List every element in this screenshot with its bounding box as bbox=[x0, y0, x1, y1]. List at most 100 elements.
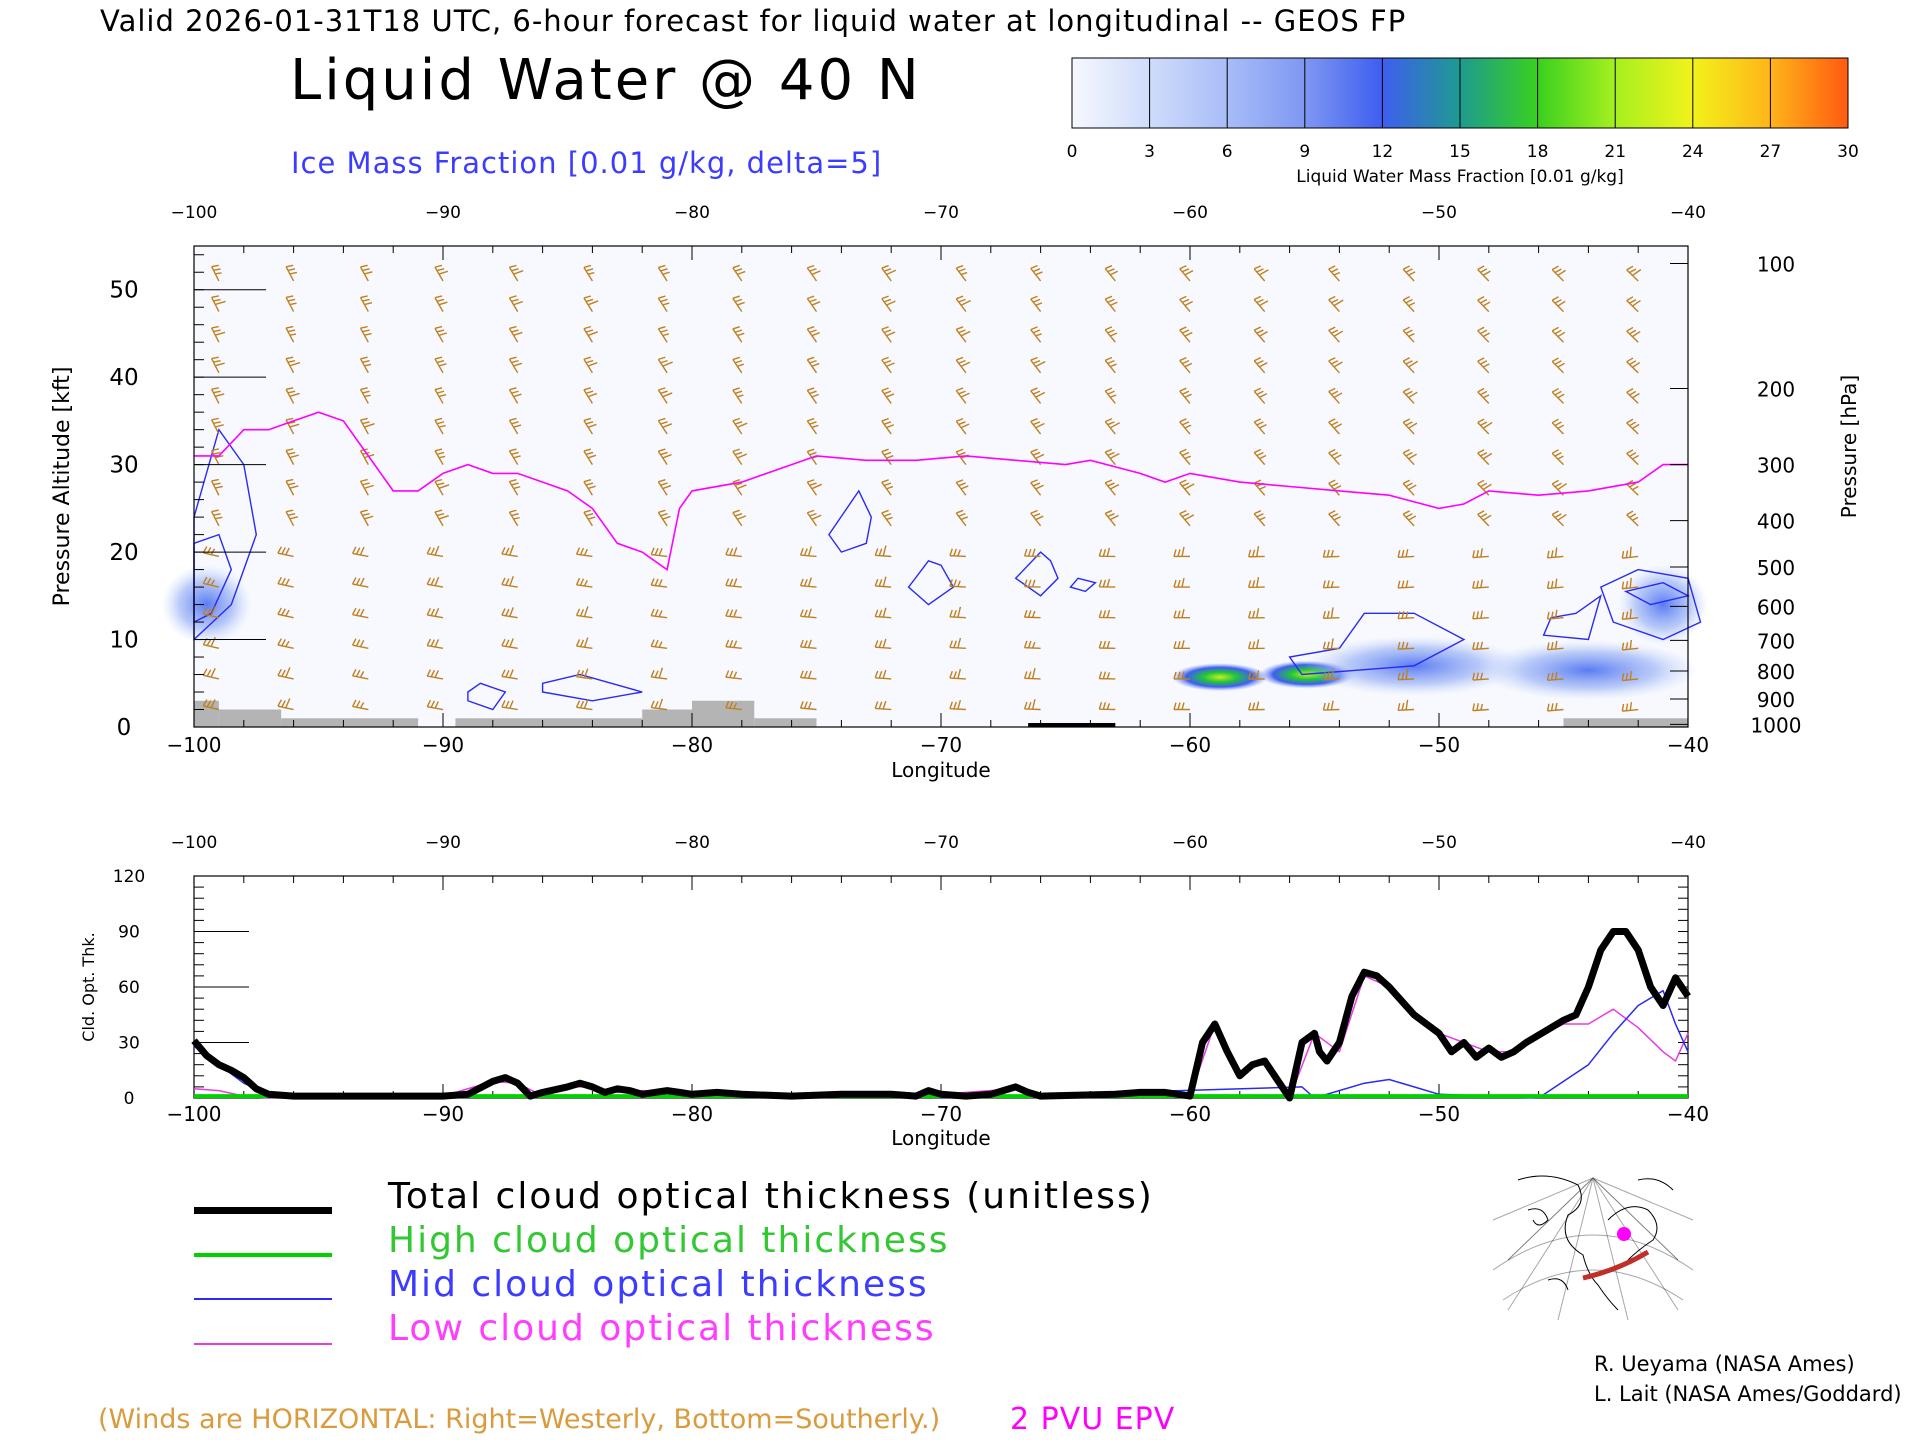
otc-x-top-tick-label: −50 bbox=[1421, 833, 1457, 853]
wind-barb bbox=[949, 700, 966, 711]
wind-barb bbox=[501, 544, 518, 558]
wind-barb-stroke bbox=[1397, 699, 1415, 712]
x-tick-label: −100 bbox=[167, 733, 222, 757]
wind-barb-stroke bbox=[1402, 357, 1419, 374]
wind-barb bbox=[1546, 702, 1564, 712]
wind-barb-stroke bbox=[426, 545, 444, 558]
legend-text-low: Low cloud optical thickness bbox=[388, 1308, 936, 1349]
wind-barb bbox=[1621, 546, 1639, 559]
wind-barb-stroke bbox=[575, 606, 593, 619]
wind-barb bbox=[1621, 577, 1639, 590]
wind-barb bbox=[1104, 509, 1119, 527]
wind-barb bbox=[881, 417, 894, 435]
wind-barb bbox=[359, 478, 374, 496]
wind-barb bbox=[1551, 479, 1568, 496]
wind-barb bbox=[1098, 547, 1116, 558]
otc-y-tick-label: 0 bbox=[124, 1089, 135, 1109]
wind-barb-stroke bbox=[1098, 640, 1116, 649]
wind-barb bbox=[351, 699, 369, 711]
wind-barb bbox=[1477, 510, 1492, 527]
wind-barb bbox=[1621, 608, 1639, 621]
x-axis-label: Longitude bbox=[891, 758, 990, 782]
wind-barb bbox=[359, 325, 372, 343]
wind-barb-stroke bbox=[1098, 547, 1116, 558]
terrain-block bbox=[1563, 718, 1688, 727]
otc-x-top-tick-label: −90 bbox=[425, 833, 461, 853]
wind-barb-stroke bbox=[508, 356, 523, 374]
wind-barb bbox=[1030, 479, 1044, 496]
wind-barb-stroke bbox=[285, 387, 300, 404]
wind-barb-stroke bbox=[1546, 671, 1564, 681]
liquid-water-cell bbox=[161, 564, 252, 645]
wind-barb-stroke bbox=[657, 325, 670, 343]
wind-barb-stroke bbox=[1248, 608, 1265, 619]
wind-barb-stroke bbox=[508, 478, 521, 496]
y-tick-label: 20 bbox=[109, 540, 138, 566]
wind-barb bbox=[202, 636, 220, 649]
wind-barb-stroke bbox=[426, 607, 444, 619]
wind-barb bbox=[1626, 388, 1640, 404]
wind-barb-stroke bbox=[1397, 668, 1415, 681]
wind-barb bbox=[285, 417, 300, 435]
wind-barb-stroke bbox=[1397, 641, 1415, 650]
wind-barb bbox=[575, 547, 593, 558]
wind-barb bbox=[650, 547, 668, 558]
pvu-label: 2 PVU EPV bbox=[1010, 1402, 1176, 1437]
wind-barb bbox=[501, 576, 518, 588]
wind-barb bbox=[732, 387, 744, 404]
wind-barb bbox=[1477, 479, 1492, 496]
x-top-tick-label: −50 bbox=[1421, 203, 1457, 223]
wind-barb-stroke bbox=[1104, 326, 1118, 343]
wind-barb-stroke bbox=[351, 546, 369, 558]
wind-barb bbox=[508, 295, 523, 312]
wind-barb-stroke bbox=[1626, 296, 1641, 313]
wind-barb-stroke bbox=[1477, 449, 1493, 466]
wind-barb bbox=[874, 700, 892, 711]
wind-barb bbox=[426, 638, 444, 649]
ice-contour bbox=[467, 682, 507, 711]
y-tick-label: 50 bbox=[109, 278, 138, 304]
wind-barb-stroke bbox=[575, 547, 593, 558]
wind-barb bbox=[799, 546, 817, 558]
wind-barb-stroke bbox=[277, 546, 294, 558]
terrain-black-bar bbox=[1028, 723, 1116, 727]
wind-barb-stroke bbox=[575, 637, 593, 649]
wind-barb-stroke bbox=[881, 264, 897, 282]
wind-barb bbox=[1322, 669, 1340, 681]
wind-barb-stroke bbox=[1104, 509, 1119, 527]
wind-barb-stroke bbox=[202, 605, 220, 619]
wind-barb bbox=[725, 547, 742, 558]
wind-barb bbox=[1248, 545, 1265, 558]
wind-barb-stroke bbox=[1023, 699, 1041, 711]
wind-barb bbox=[799, 670, 817, 680]
wind-barb-stroke bbox=[650, 547, 668, 558]
wind-barb-stroke bbox=[799, 670, 817, 680]
liquid-water-cross-section: −100 −100 −90 −90 −80 −80 −70 −70 −60 −60 −50 −50 −4… bbox=[50, 203, 1861, 782]
wind-barb bbox=[1397, 699, 1415, 712]
wind-barb-stroke bbox=[583, 356, 598, 374]
wind-barb bbox=[1551, 357, 1565, 374]
wind-barb bbox=[351, 669, 369, 680]
wind-barb bbox=[1322, 607, 1340, 619]
wind-barb bbox=[1104, 448, 1120, 466]
wind-barb bbox=[583, 448, 597, 466]
wind-barb-stroke bbox=[874, 700, 892, 711]
wind-barb bbox=[508, 478, 521, 496]
wind-barb-stroke bbox=[211, 509, 223, 527]
wind-barb-stroke bbox=[351, 638, 369, 649]
wind-barb bbox=[732, 326, 745, 343]
wind-barb bbox=[725, 608, 742, 619]
wind-barb-stroke bbox=[1328, 326, 1344, 343]
wind-barb-stroke bbox=[1322, 669, 1340, 681]
y-tick-label: 0 bbox=[117, 715, 132, 741]
otc-x-tick-label: −40 bbox=[1667, 1102, 1709, 1126]
wind-barb-stroke bbox=[1551, 418, 1565, 435]
wind-barb-stroke bbox=[501, 669, 518, 680]
wind-barb-stroke bbox=[508, 509, 520, 527]
wind-barb-stroke bbox=[1402, 449, 1417, 466]
wind-barb bbox=[434, 295, 448, 312]
wind-barb bbox=[1253, 479, 1266, 496]
wind-barb-stroke bbox=[657, 387, 673, 404]
wind-barb-stroke bbox=[1248, 577, 1265, 589]
wind-barb bbox=[508, 448, 521, 465]
